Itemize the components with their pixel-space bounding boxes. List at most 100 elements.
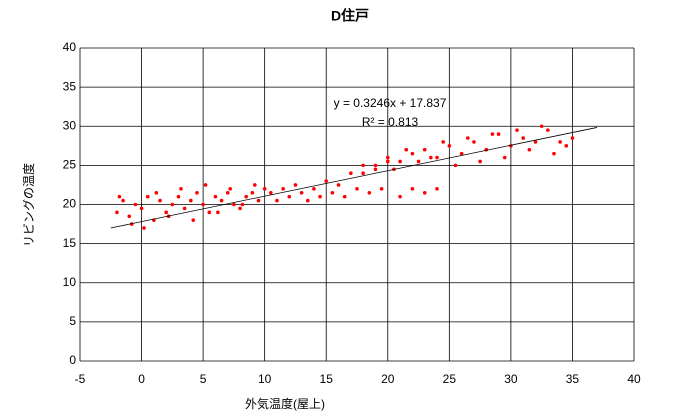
- y-axis-label: リビングの温度: [21, 163, 36, 247]
- point: [447, 144, 452, 148]
- point: [355, 187, 359, 191]
- point: [179, 187, 183, 191]
- point: [324, 179, 329, 183]
- point: [330, 190, 335, 195]
- point: [203, 183, 208, 187]
- x-tick-label: -5: [75, 372, 86, 386]
- point: [256, 198, 261, 203]
- x-tick-label: 5: [200, 372, 207, 386]
- point: [373, 163, 378, 168]
- point: [299, 190, 304, 195]
- point: [170, 202, 175, 207]
- point: [312, 187, 316, 191]
- x-tick-label: 35: [566, 372, 580, 386]
- point: [367, 190, 372, 195]
- point: [318, 194, 322, 199]
- point: [502, 155, 507, 160]
- point: [195, 190, 199, 195]
- point: [145, 194, 150, 199]
- point: [228, 187, 232, 191]
- point: [216, 210, 220, 215]
- x-tick-label: 40: [627, 372, 641, 386]
- annotation: R² = 0.813: [362, 115, 419, 129]
- point: [385, 155, 390, 160]
- point: [558, 140, 562, 144]
- point: [478, 159, 482, 164]
- point: [521, 136, 525, 140]
- point: [379, 187, 384, 191]
- y-tick-label: 40: [63, 40, 77, 54]
- point: [441, 140, 445, 144]
- point: [117, 194, 122, 199]
- y-tick-label: 30: [63, 118, 77, 132]
- point: [496, 132, 501, 136]
- x-tick-label: 20: [381, 372, 395, 386]
- point: [410, 187, 415, 191]
- x-tick-label: 0: [138, 372, 145, 386]
- point: [305, 198, 310, 203]
- point: [385, 159, 390, 164]
- point: [490, 132, 495, 136]
- point: [453, 163, 458, 168]
- point: [281, 187, 285, 191]
- point: [293, 183, 298, 187]
- point: [275, 198, 279, 203]
- y-tick-label: 5: [69, 314, 76, 328]
- annotation: y = 0.3246x + 17.837: [334, 96, 447, 110]
- point: [472, 140, 476, 144]
- point: [398, 194, 402, 199]
- point: [466, 136, 470, 140]
- point: [527, 147, 532, 152]
- point: [238, 206, 242, 211]
- point: [361, 171, 365, 175]
- point: [515, 128, 519, 132]
- point: [133, 202, 138, 207]
- point: [564, 144, 569, 148]
- x-axis-label: 外気温度(屋上): [245, 396, 325, 411]
- point: [207, 210, 212, 215]
- point: [250, 190, 255, 195]
- point: [373, 167, 378, 172]
- point: [570, 136, 575, 140]
- x-tick-label: 25: [443, 372, 457, 386]
- point: [127, 214, 132, 219]
- y-tick-label: 20: [63, 197, 77, 211]
- point: [244, 194, 248, 199]
- point: [182, 206, 187, 211]
- point: [361, 163, 365, 168]
- point: [154, 190, 159, 195]
- point: [219, 198, 224, 203]
- point: [416, 159, 421, 164]
- y-tick-label: 15: [63, 236, 77, 250]
- point: [533, 140, 538, 144]
- point: [398, 159, 402, 164]
- point: [422, 147, 427, 152]
- y-tick-label: 35: [63, 79, 77, 93]
- point: [342, 194, 347, 199]
- trendline: [110, 127, 598, 229]
- point: [404, 147, 409, 152]
- point: [336, 183, 341, 187]
- point: [164, 210, 168, 215]
- point: [240, 202, 245, 207]
- point: [201, 202, 205, 207]
- point: [459, 151, 464, 156]
- point: [552, 151, 556, 156]
- point: [435, 187, 439, 191]
- point: [213, 194, 218, 199]
- point: [262, 187, 267, 191]
- y-tick-label: 25: [63, 158, 77, 172]
- point: [189, 198, 193, 203]
- point: [546, 128, 550, 132]
- y-tick-label: 10: [63, 275, 77, 289]
- point: [349, 171, 353, 175]
- point: [422, 190, 427, 195]
- x-tick-label: 10: [258, 372, 272, 386]
- x-tick-label: 15: [320, 372, 334, 386]
- point: [139, 206, 144, 211]
- point: [158, 198, 162, 203]
- point: [121, 198, 125, 203]
- chart-title: D住戸: [331, 8, 369, 24]
- point: [253, 183, 257, 187]
- point: [435, 155, 439, 160]
